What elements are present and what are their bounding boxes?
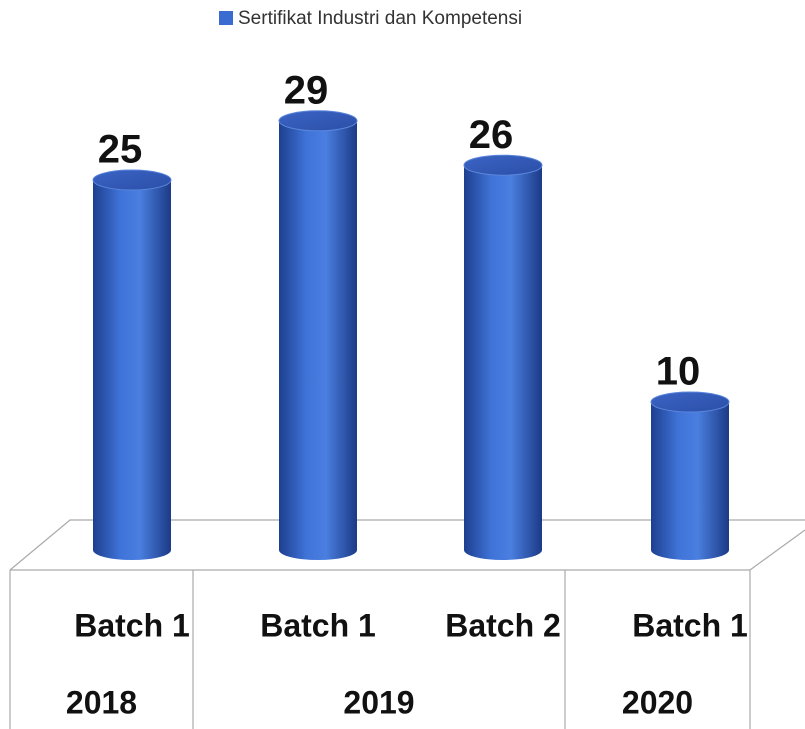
legend-label: Sertifikat Industri dan Kompetensi: [238, 8, 522, 29]
bar-top: [463, 154, 543, 176]
category-label: Batch 1: [632, 607, 748, 643]
bar: [279, 120, 357, 561]
bar-top: [278, 110, 358, 132]
bar-top: [92, 169, 172, 191]
group-label: 2019: [343, 684, 414, 720]
category-label: Batch 2: [445, 607, 561, 643]
bar-top: [650, 391, 730, 413]
data-label: 29: [284, 68, 329, 112]
category-label: Batch 1: [260, 607, 376, 643]
data-label: 10: [656, 350, 701, 394]
data-label: 25: [98, 128, 143, 172]
bar: [93, 180, 171, 560]
category-label: Batch 1: [74, 607, 190, 643]
group-label: 2018: [66, 684, 137, 720]
floor: [9, 519, 805, 729]
group-label: 2020: [622, 684, 693, 720]
bar: [651, 402, 729, 560]
data-label: 26: [469, 113, 514, 157]
bar: [464, 165, 542, 560]
legend-swatch: [219, 11, 233, 25]
